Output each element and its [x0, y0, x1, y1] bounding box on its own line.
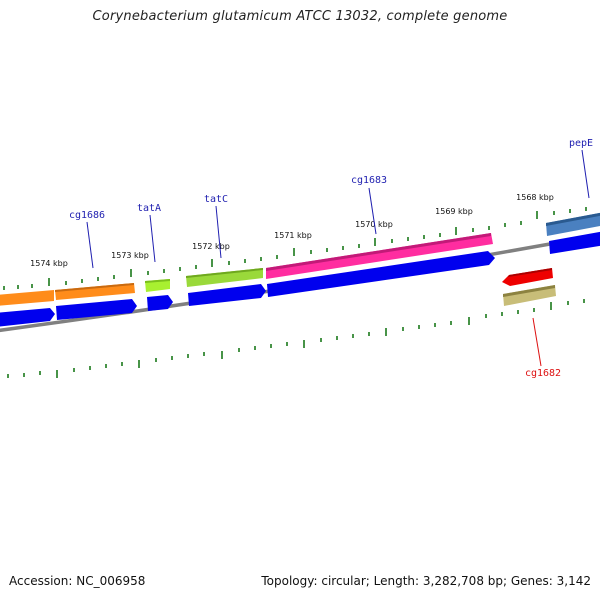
gene-label-pepE[interactable]: pepE — [569, 138, 593, 149]
ruler-label: 1570 kbp — [355, 220, 393, 229]
outer-tick-row — [3, 207, 587, 290]
ruler-label: 1572 kbp — [192, 242, 230, 251]
genome-summary-text: Topology: circular; Length: 3,282,708 bp… — [261, 574, 591, 588]
gene-label-cg1686[interactable]: cg1686 — [69, 210, 105, 221]
gene-label-cg1682[interactable]: cg1682 — [525, 368, 561, 379]
gene-cg1683[interactable] — [266, 233, 493, 279]
gene-tatC[interactable] — [186, 268, 263, 287]
map-title: Corynebacterium glutamicum ATCC 13032, c… — [92, 9, 508, 24]
gene-cg1682[interactable] — [502, 268, 556, 306]
gene-pepE[interactable] — [546, 212, 600, 236]
ruler-label: 1574 kbp — [30, 259, 68, 268]
gene-tatA[interactable] — [145, 279, 170, 292]
cds-track — [0, 231, 600, 327]
ruler-label: 1568 kbp — [516, 193, 554, 202]
gene-label-cg1683[interactable]: cg1683 — [351, 175, 387, 186]
gene-label-tatA[interactable]: tatA — [137, 203, 161, 214]
ruler-label: 1569 kbp — [435, 207, 473, 216]
gene-label-tatC[interactable]: tatC — [204, 194, 228, 205]
inner-tick-row — [7, 299, 585, 378]
gene-cg1686[interactable] — [0, 283, 135, 306]
ruler-label: 1571 kbp — [274, 231, 312, 240]
accession-text: Accession: NC_006958 — [9, 574, 146, 588]
ruler-label: 1573 kbp — [111, 251, 149, 260]
label-leaders — [86, 149, 590, 367]
